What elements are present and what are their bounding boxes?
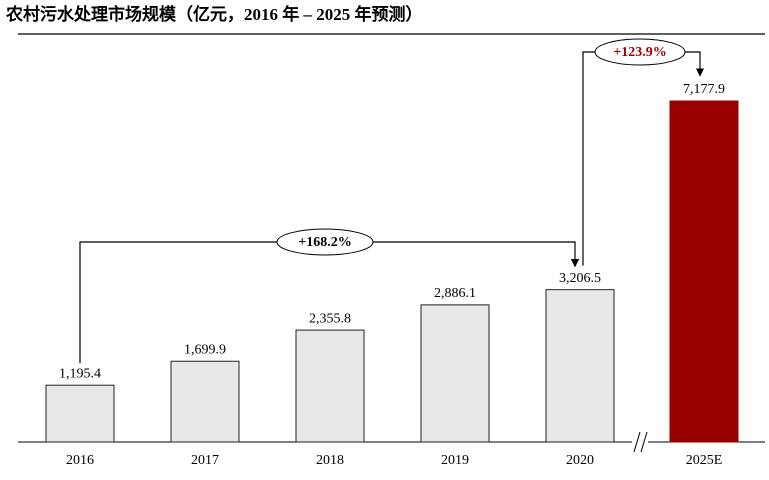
axis-break [632, 431, 648, 453]
x-tick-label: 2018 [316, 453, 344, 468]
value-label: 2,886.1 [434, 286, 476, 301]
x-tick-label: 2016 [66, 453, 94, 468]
annotation: +123.9% [613, 45, 666, 60]
x-tick-label: 2020 [566, 453, 594, 468]
x-tick-label: 2017 [191, 453, 219, 468]
bar [420, 304, 490, 443]
value-label: 2,355.8 [309, 311, 351, 326]
bar [545, 289, 615, 443]
x-tick-label: 2019 [441, 453, 469, 468]
bar [295, 329, 365, 443]
x-tick-label: 2025E [686, 453, 723, 468]
annotation-bubble [276, 228, 374, 256]
annotation: +168.2% [298, 235, 351, 250]
bar [669, 100, 739, 443]
annotation-bubble [594, 38, 686, 66]
value-label: 7,177.9 [683, 82, 725, 97]
chart-title: 农村污水处理市场规模（亿元，2016 年 – 2025 年预测） [5, 4, 423, 24]
value-label: 1,195.4 [59, 366, 101, 381]
value-label: 3,206.5 [559, 271, 601, 286]
value-label: 1,699.9 [184, 342, 226, 357]
bar [45, 384, 115, 443]
bar [170, 360, 240, 443]
